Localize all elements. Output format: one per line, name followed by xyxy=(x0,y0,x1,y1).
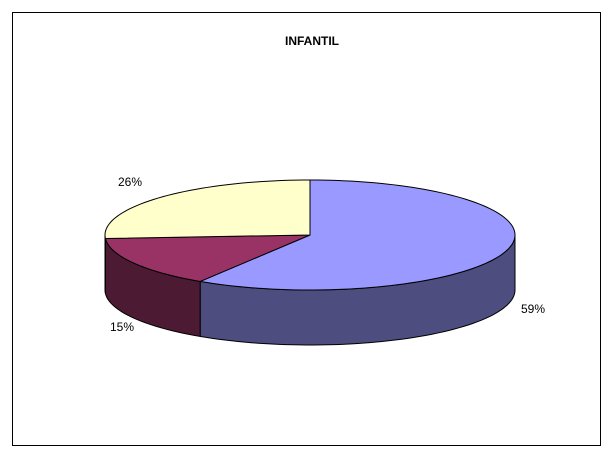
pie-slice xyxy=(104,234,311,282)
data-label: 15% xyxy=(110,320,134,334)
data-label: 59% xyxy=(521,302,545,316)
pie-slice xyxy=(104,179,311,239)
data-label: 26% xyxy=(118,175,142,189)
pie-slice xyxy=(198,179,516,291)
chart-title: INFANTIL xyxy=(285,34,339,48)
